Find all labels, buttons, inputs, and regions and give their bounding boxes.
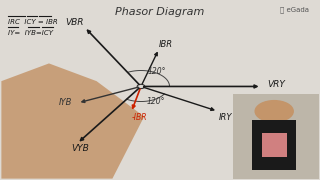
Text: IRC  ICY = IBR: IRC ICY = IBR: [8, 19, 58, 25]
Bar: [233, 94, 319, 179]
Text: IRY: IRY: [219, 113, 233, 122]
Text: IYB: IYB: [58, 98, 72, 107]
Text: VYB: VYB: [71, 144, 89, 153]
Text: -IBR: -IBR: [131, 113, 147, 122]
Text: ⓔ eGada: ⓔ eGada: [280, 7, 309, 13]
Text: Phasor Diagram: Phasor Diagram: [115, 7, 205, 17]
Text: VBR: VBR: [66, 18, 84, 27]
Bar: [261, 132, 287, 157]
Text: 120°: 120°: [148, 67, 166, 76]
Polygon shape: [1, 63, 144, 179]
Bar: [252, 120, 296, 170]
Text: VRY: VRY: [267, 80, 285, 89]
Text: IY=  IYB=ICY: IY= IYB=ICY: [8, 30, 53, 36]
Text: 120°: 120°: [146, 97, 165, 106]
Circle shape: [255, 101, 293, 122]
Text: IBR: IBR: [158, 40, 172, 49]
